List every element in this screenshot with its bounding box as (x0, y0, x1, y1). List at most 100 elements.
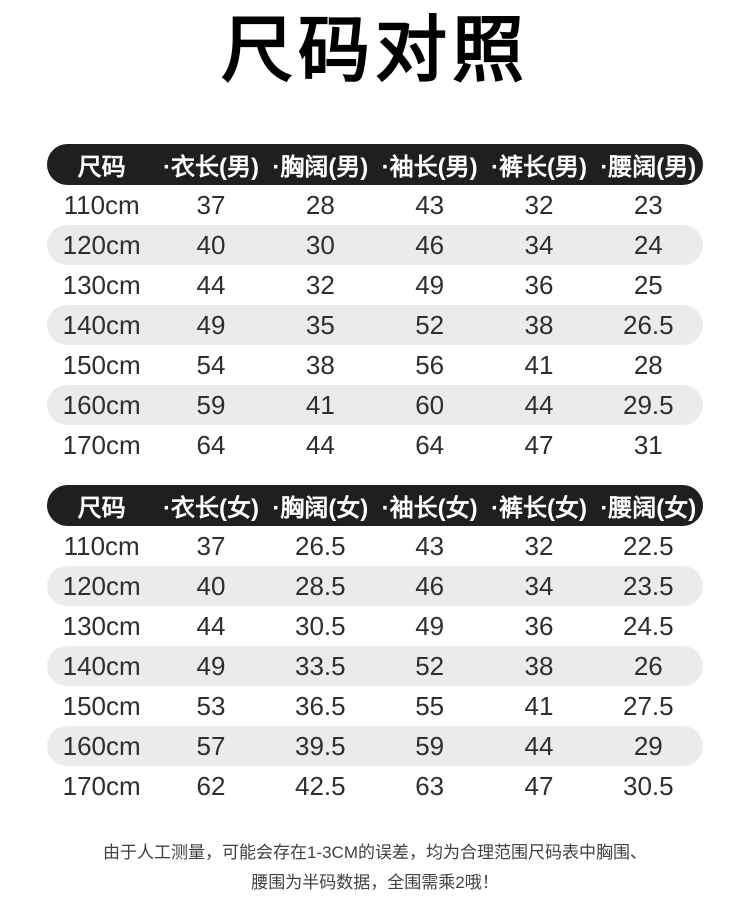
row-size-label: 160cm (62, 389, 141, 420)
header-cell: ·裤长(男) (490, 154, 587, 182)
table-cell: 29 (633, 730, 663, 761)
row-size-label: 160cm (62, 730, 141, 761)
table-cell: 35 (305, 309, 335, 340)
table-cell: 33.5 (295, 650, 346, 681)
table-cell: 44 (305, 429, 335, 460)
table-cell: 64 (415, 429, 445, 460)
table-cell: 41 (524, 349, 554, 380)
table-cell: 59 (196, 389, 226, 420)
page-title: 尺码对照 (220, 11, 529, 91)
table-cell: 39.5 (295, 730, 346, 761)
table-row-140cm: 140cm 49 35 52 38 26.5 (47, 305, 703, 346)
size-table-male: 尺码 ·衣长(男) ·胸阔(男) ·袖长(男) ·裤长(男) ·腰阔(男) 110cm 37 2… (47, 144, 703, 465)
table-row-110cm: 110cm 37 28 43 32 23 (47, 185, 703, 225)
table-cell: 34 (524, 229, 554, 260)
table-cell: 49 (415, 269, 445, 300)
table-cell: 52 (415, 650, 445, 681)
table-row-160cm: 160cm 59 41 60 44 29.5 (47, 385, 703, 426)
table-cell: 49 (415, 610, 445, 641)
table-cell: 46 (415, 570, 445, 601)
table-cell: 63 (415, 770, 445, 801)
footer-note: 由于人工测量，可能会存在1-3CM的误差，均为合理范围尺码表中胸围、 腰围为半码… (55, 838, 695, 898)
table-cell: 38 (305, 349, 335, 380)
table-cell: 49 (196, 650, 226, 681)
table-row-120cm: 120cm 40 30 46 34 24 (47, 225, 703, 266)
row-size-label: 130cm (62, 269, 141, 300)
table-cell: 44 (524, 389, 554, 420)
table-cell: 47 (524, 429, 554, 460)
header-cell: ·胸阔(女) (272, 495, 369, 523)
table-cell: 40 (196, 229, 226, 260)
header-cell-size: 尺码 (77, 495, 126, 523)
table-cell: 57 (196, 730, 226, 761)
table-cell: 25 (633, 269, 663, 300)
table-cell: 32 (524, 189, 554, 220)
row-size-label: 130cm (62, 610, 141, 641)
table-cell: 30 (305, 229, 335, 260)
footer-note-line1: 由于人工测量，可能会存在1-3CM的误差，均为合理范围尺码表中胸围、 (102, 843, 647, 863)
footer-note-line2: 腰围为半码数据，全围需乘2哦！ (251, 873, 499, 893)
table-cell: 44 (196, 610, 226, 641)
table-cell: 28.5 (295, 570, 346, 601)
table-cell: 56 (415, 349, 445, 380)
row-size-label: 120cm (62, 229, 141, 260)
header-cell-size: 尺码 (77, 154, 126, 182)
table-row-170cm: 170cm 62 42.5 63 47 30.5 (47, 766, 703, 806)
table-cell: 32 (305, 269, 335, 300)
header-cell: ·腰阔(男) (600, 154, 697, 182)
table-cell: 30.5 (623, 770, 674, 801)
table-cell: 24.5 (623, 610, 674, 641)
table-cell: 37 (196, 530, 226, 561)
table-cell: 44 (524, 730, 554, 761)
table-cell: 31 (633, 429, 663, 460)
row-size-label: 150cm (62, 690, 141, 721)
table-cell: 26.5 (295, 530, 346, 561)
header-cell: ·衣长(女) (163, 495, 259, 523)
row-size-label: 170cm (62, 429, 141, 460)
table-cell: 26.5 (623, 309, 674, 340)
table-cell: 24 (633, 229, 663, 260)
table-cell: 36 (524, 269, 554, 300)
header-cell: ·腰阔(女) (600, 495, 697, 523)
table-header-row-male: 尺码 ·衣长(男) ·胸阔(男) ·袖长(男) ·裤长(男) ·腰阔(男) (47, 144, 703, 186)
table-cell: 49 (196, 309, 226, 340)
table-row-140cm: 140cm 49 33.5 52 38 26 (47, 646, 703, 687)
row-size-label: 150cm (62, 349, 141, 380)
table-row-130cm: 130cm 44 32 49 36 25 (47, 265, 703, 305)
table-cell: 42.5 (295, 770, 346, 801)
table-cell: 29.5 (623, 389, 674, 420)
row-size-label: 120cm (62, 570, 141, 601)
header-cell: ·胸阔(男) (272, 154, 369, 182)
table-cell: 60 (415, 389, 445, 420)
table-cell: 43 (415, 530, 445, 561)
table-cell: 62 (196, 770, 226, 801)
table-cell: 64 (196, 429, 226, 460)
table-row-150cm: 150cm 54 38 56 41 28 (47, 345, 703, 385)
table-cell: 40 (196, 570, 226, 601)
table-cell: 22.5 (623, 530, 674, 561)
row-size-label: 110cm (63, 189, 140, 220)
table-row-150cm: 150cm 53 36.5 55 41 27.5 (47, 686, 703, 726)
table-row-160cm: 160cm 57 39.5 59 44 29 (47, 726, 703, 767)
row-size-label: 140cm (62, 650, 141, 681)
table-header-row-female: 尺码 ·衣长(女) ·胸阔(女) ·袖长(女) ·裤长(女) ·腰阔(女) (47, 485, 703, 527)
table-cell: 41 (305, 389, 335, 420)
table-cell: 41 (524, 690, 554, 721)
table-cell: 32 (524, 530, 554, 561)
table-cell: 30.5 (295, 610, 346, 641)
table-row-170cm: 170cm 64 44 64 47 31 (47, 425, 703, 465)
header-cell: ·衣长(男) (163, 154, 259, 182)
table-cell: 28 (633, 349, 663, 380)
table-cell: 26 (633, 650, 663, 681)
table-cell: 34 (524, 570, 554, 601)
table-cell: 28 (305, 189, 335, 220)
table-cell: 27.5 (623, 690, 674, 721)
table-row-110cm: 110cm 37 26.5 43 32 22.5 (47, 526, 703, 566)
table-cell: 46 (415, 229, 445, 260)
header-cell: ·袖长(女) (381, 495, 478, 523)
row-size-label: 170cm (62, 770, 141, 801)
table-cell: 23 (633, 189, 663, 220)
table-cell: 55 (415, 690, 445, 721)
size-table-female: 尺码 ·衣长(女) ·胸阔(女) ·袖长(女) ·裤长(女) ·腰阔(女) 110cm 37 2… (47, 485, 703, 806)
